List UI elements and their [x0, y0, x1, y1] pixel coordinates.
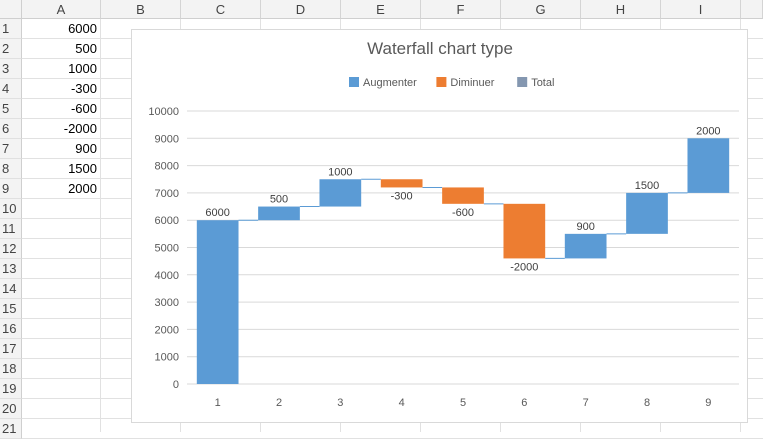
x-tick-label-5: 5	[460, 397, 466, 409]
cell-a2[interactable]: 500	[75, 41, 97, 56]
waterfall-bar-6	[503, 203, 546, 259]
y-tick-label: 10000	[148, 106, 179, 118]
select-all-corner[interactable]	[0, 0, 22, 19]
row-header-4[interactable]: 4	[0, 79, 22, 99]
data-label-1: 6000	[205, 207, 229, 219]
x-tick-label-9: 9	[705, 397, 711, 409]
cell-a7[interactable]: 900	[75, 141, 97, 156]
column-header-b[interactable]: B	[101, 0, 181, 19]
cell-a8[interactable]: 1500	[68, 161, 97, 176]
column-header-h[interactable]: H	[581, 0, 661, 19]
data-label-6: -2000	[510, 261, 538, 273]
data-label-9: 2000	[696, 125, 720, 137]
column-gridline	[100, 19, 101, 432]
row-header-16[interactable]: 16	[0, 319, 22, 339]
column-header-next[interactable]	[741, 0, 763, 19]
row-header-5[interactable]: 5	[0, 99, 22, 119]
row-header-13[interactable]: 13	[0, 259, 22, 279]
y-tick-label: 1000	[155, 352, 179, 364]
row-header-6[interactable]: 6	[0, 119, 22, 139]
column-header-e[interactable]: E	[341, 0, 421, 19]
y-tick-label: 2000	[155, 324, 179, 336]
legend-label-diminuer: Diminuer	[450, 77, 494, 89]
legend-swatch-total	[517, 77, 528, 87]
row-header-7[interactable]: 7	[0, 139, 22, 159]
row-header-1[interactable]: 1	[0, 19, 22, 39]
x-tick-label-4: 4	[399, 397, 405, 409]
cell-a9[interactable]: 2000	[68, 181, 97, 196]
waterfall-bar-2	[258, 206, 300, 221]
column-header-a[interactable]: A	[22, 0, 101, 19]
y-tick-label: 0	[173, 379, 179, 391]
legend-label-augmenter: Augmenter	[363, 77, 417, 89]
column-header-g[interactable]: G	[501, 0, 581, 19]
legend-label-total: Total	[531, 77, 554, 89]
cell-a3[interactable]: 1000	[68, 61, 97, 76]
legend-swatch-augmenter	[349, 77, 359, 87]
x-tick-label-6: 6	[521, 397, 527, 409]
data-label-5: -600	[452, 207, 474, 219]
y-tick-label: 4000	[155, 270, 179, 282]
cell-a6[interactable]: -2000	[63, 121, 97, 136]
row-header-3[interactable]: 3	[0, 59, 22, 79]
row-header-8[interactable]: 8	[0, 159, 22, 179]
x-tick-label-3: 3	[337, 397, 343, 409]
waterfall-bar-7	[564, 233, 607, 259]
row-header-9[interactable]: 9	[0, 179, 22, 199]
chart-title: Waterfall chart type	[367, 39, 513, 58]
row-header-20[interactable]: 20	[0, 399, 22, 419]
row-header-17[interactable]: 17	[0, 339, 22, 359]
waterfall-bar-9	[687, 138, 730, 193]
cell-a5[interactable]: -600	[70, 101, 97, 116]
row-header-15[interactable]: 15	[0, 299, 22, 319]
row-header-19[interactable]: 19	[0, 379, 22, 399]
waterfall-bar-1	[196, 220, 239, 384]
row-header-2[interactable]: 2	[0, 39, 22, 59]
y-tick-label: 9000	[155, 133, 179, 145]
y-tick-label: 7000	[155, 188, 179, 200]
y-tick-label: 5000	[155, 243, 179, 255]
data-label-7: 900	[576, 221, 594, 233]
waterfall-chart[interactable]: Waterfall chart type Augmenter Diminuer Tot…	[131, 29, 748, 423]
column-header-f[interactable]: F	[421, 0, 501, 19]
column-header-c[interactable]: C	[181, 0, 261, 19]
x-tick-label-8: 8	[644, 397, 650, 409]
cell-a4[interactable]: -300	[70, 81, 97, 96]
column-header-i[interactable]: I	[661, 0, 741, 19]
x-tick-label-2: 2	[276, 397, 282, 409]
waterfall-bar-8	[626, 192, 668, 234]
column-header-d[interactable]: D	[261, 0, 341, 19]
data-label-2: 500	[270, 194, 288, 206]
waterfall-bar-3	[319, 179, 362, 207]
data-label-3: 1000	[328, 166, 352, 178]
legend-swatch-diminuer	[436, 77, 447, 87]
row-header-18[interactable]: 18	[0, 359, 22, 379]
waterfall-bar-5	[442, 187, 484, 204]
row-header-21[interactable]: 21	[0, 419, 22, 439]
waterfall-bar-4	[380, 179, 423, 188]
x-tick-label-1: 1	[215, 397, 221, 409]
cell-a1[interactable]: 6000	[68, 21, 97, 36]
row-header-14[interactable]: 14	[0, 279, 22, 299]
row-header-12[interactable]: 12	[0, 239, 22, 259]
y-tick-label: 6000	[155, 215, 179, 227]
row-header-11[interactable]: 11	[0, 219, 22, 239]
row-header-10[interactable]: 10	[0, 199, 22, 219]
chart-canvas: Waterfall chart type Augmenter Diminuer Tot…	[148, 39, 739, 409]
x-tick-label-7: 7	[583, 397, 589, 409]
y-tick-label: 8000	[155, 161, 179, 173]
data-label-4: -300	[391, 190, 413, 202]
data-label-8: 1500	[635, 180, 659, 192]
y-tick-label: 3000	[155, 297, 179, 309]
